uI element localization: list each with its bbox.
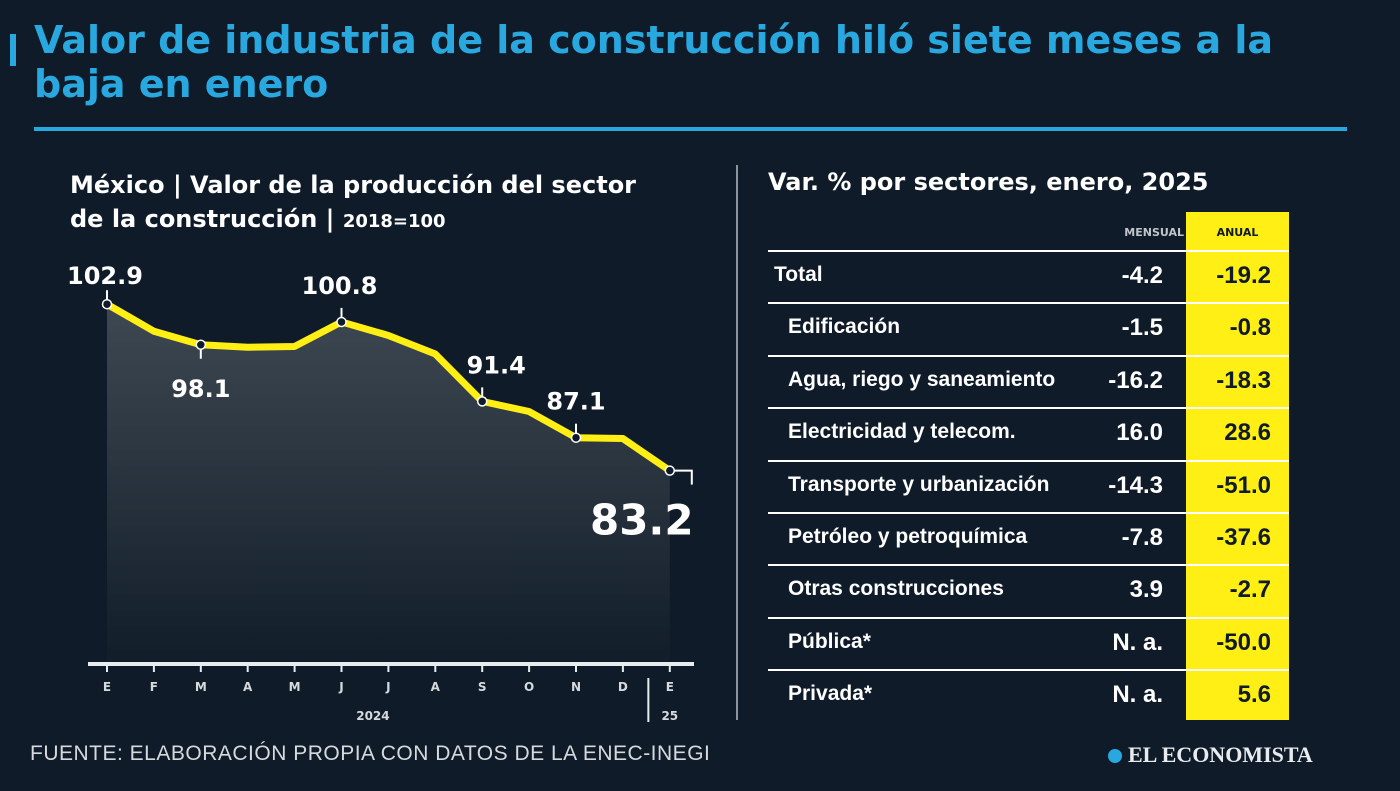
chart-subtitle-text: México | Valor de la producción del sect…	[70, 171, 637, 233]
data-label: 91.4	[467, 351, 526, 379]
row-mensual-value: 3.9	[1129, 576, 1163, 604]
data-label: 98.1	[171, 375, 230, 403]
row-anual-value: -2.7	[1229, 576, 1271, 604]
row-label: Otras construcciones	[788, 577, 1004, 601]
source-note: FUENTE: ELABORACIÓN PROPIA CON DATOS DE …	[30, 742, 711, 765]
row-mensual-value: N. a.	[1112, 681, 1163, 709]
annual-column-highlight	[1186, 212, 1289, 720]
row-separator	[768, 354, 1289, 357]
x-tick-label: J	[338, 680, 343, 694]
row-separator	[768, 669, 1289, 672]
row-anual-value: -18.3	[1216, 366, 1271, 394]
title-divider	[34, 127, 1347, 131]
title-accent-bar	[10, 34, 16, 66]
brand-icon	[1108, 749, 1122, 763]
row-label: Edificación	[788, 315, 901, 339]
page-title: Valor de industria de la construcción hi…	[34, 18, 1274, 106]
data-label: 102.9	[67, 262, 143, 290]
x-tick-label: M	[289, 680, 301, 694]
row-mensual-value: N. a.	[1112, 628, 1163, 656]
brand-logo: EL ECONOMISTA	[1108, 742, 1313, 768]
brand-name: EL ECONOMISTA	[1128, 742, 1313, 767]
table-row: Electricidad y telecom. 16.0 28.6	[768, 407, 1289, 459]
row-anual-value: -51.0	[1216, 471, 1271, 499]
year-label: 2024	[356, 709, 389, 723]
data-point	[476, 396, 488, 407]
row-separator	[768, 407, 1289, 410]
column-header-anual: ANUAL	[1216, 226, 1259, 239]
row-separator	[768, 616, 1289, 619]
row-separator	[768, 302, 1289, 305]
table-row: Total -4.2 -19.2	[768, 250, 1289, 302]
sector-table: Total -4.2 -19.2 Edificación -1.5 -0.8 Agua, r…	[768, 250, 1289, 722]
row-anual-value: -50.0	[1216, 628, 1271, 656]
data-label: 87.1	[546, 388, 605, 416]
data-label: 100.8	[302, 272, 378, 300]
table-row: Otras construcciones 3.9 -2.7	[768, 564, 1289, 616]
table-row: Privada* N. a. 5.6	[768, 669, 1289, 721]
row-anual-value: 5.6	[1237, 681, 1271, 709]
x-tick-label: M	[195, 680, 207, 694]
x-tick-label: E	[103, 680, 111, 694]
row-label: Petróleo y petroquímica	[788, 524, 1028, 548]
x-tick-label: E	[666, 680, 674, 694]
row-separator	[768, 564, 1289, 567]
table-row: Petróleo y petroquímica -7.8 -37.6	[768, 511, 1289, 564]
x-tick-label: A	[431, 680, 441, 694]
row-anual-value: -0.8	[1229, 314, 1271, 342]
row-mensual-value: 16.0	[1116, 419, 1163, 447]
row-label: Privada*	[788, 682, 873, 706]
table-row: Pública* N. a. -50.0	[768, 616, 1289, 669]
row-mensual-value: -16.2	[1108, 366, 1163, 394]
table-row: Agua, riego y saneamiento -16.2 -18.3	[768, 354, 1289, 407]
x-tick-label: D	[618, 680, 628, 694]
panel-divider	[736, 165, 738, 720]
row-label: Total	[774, 263, 823, 286]
row-label: Transporte y urbanización	[788, 472, 1050, 496]
row-mensual-value: -14.3	[1108, 471, 1163, 499]
row-label: Pública*	[788, 629, 871, 653]
data-point	[195, 339, 207, 351]
table-row: Edificación -1.5 -0.8	[768, 302, 1289, 354]
row-mensual-value: -1.5	[1121, 314, 1163, 342]
chart-subtitle: México | Valor de la producción del sect…	[70, 168, 670, 239]
row-mensual-value: -7.8	[1121, 523, 1163, 551]
x-tick-label: N	[571, 680, 581, 694]
x-tick-label: J	[385, 680, 390, 694]
x-tick-label: S	[478, 680, 487, 694]
area-fill	[107, 304, 670, 664]
data-point	[101, 298, 113, 310]
row-separator	[768, 511, 1289, 514]
x-tick-label: A	[243, 680, 253, 694]
row-anual-value: -19.2	[1216, 262, 1271, 289]
data-label-leader	[669, 469, 693, 485]
row-anual-value: 28.6	[1224, 419, 1271, 447]
production-value-chart: 102.9 98.1 100.8 91.4 87.1 83.2 E F M A M J J A S O N D E 2…	[67, 262, 694, 723]
x-tick-label: F	[150, 680, 158, 694]
x-tick-label: O	[524, 680, 534, 694]
row-label: Electricidad y telecom.	[788, 420, 1016, 444]
data-point	[664, 465, 676, 476]
row-anual-value: -37.6	[1216, 523, 1271, 551]
table-subtitle: Var. % por sectores, enero, 2025	[768, 168, 1209, 196]
data-point	[570, 432, 582, 443]
chart-base-label: 2018=100	[342, 211, 446, 232]
table-row: Transporte y urbanización -14.3 -51.0	[768, 459, 1289, 512]
column-header-mensual: MENSUAL	[1124, 226, 1184, 239]
year-label: 25	[661, 709, 678, 723]
row-mensual-value: -4.2	[1121, 262, 1163, 289]
data-point	[336, 316, 347, 328]
row-label: Agua, riego y saneamiento	[788, 367, 1056, 391]
row-separator	[768, 459, 1289, 462]
data-label: 83.2	[590, 496, 694, 545]
row-separator	[768, 250, 1289, 252]
